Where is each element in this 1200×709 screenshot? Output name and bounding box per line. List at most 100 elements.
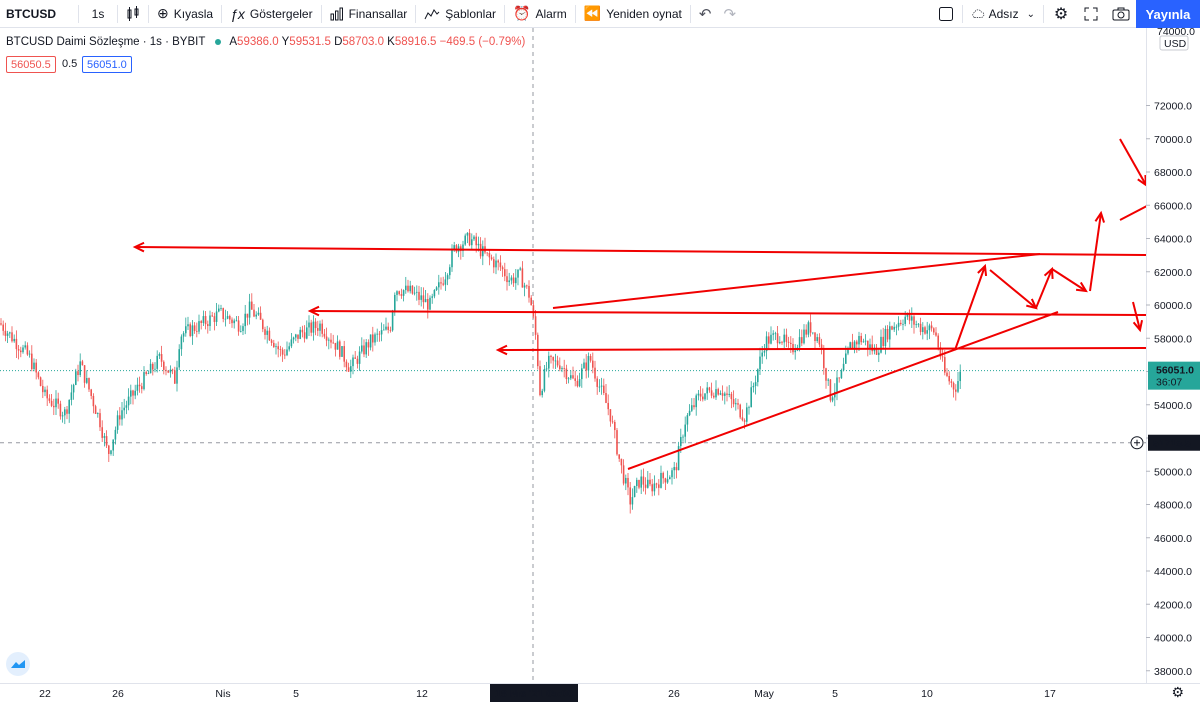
candle-body (136, 384, 139, 391)
candle (499, 255, 502, 272)
candle-body (565, 368, 568, 380)
candle-body (884, 328, 887, 346)
candle (127, 388, 130, 411)
replay-label: Yeniden oynat (606, 6, 682, 21)
candle-body (677, 446, 680, 471)
candle (820, 338, 823, 355)
price-axis[interactable]: 74000.0 72000.0 70000.0 68000.0 66000.0 64000… (1146, 28, 1200, 709)
candle-body (710, 390, 713, 396)
candle-body (427, 298, 429, 310)
settings-gear-icon[interactable]: ⚙ (1171, 684, 1184, 700)
legend-title[interactable]: BTCUSD Daimi Sözleşme · 1s · BYBIT (6, 36, 206, 48)
publish-button[interactable]: Yayınla (1136, 0, 1200, 28)
candle-body (814, 332, 816, 342)
settings-button[interactable]: ⚙ (1046, 0, 1076, 28)
candle-body (818, 337, 821, 345)
sell-button[interactable]: 56050.5 (6, 56, 56, 73)
candle (886, 325, 889, 343)
candle-body (268, 330, 271, 341)
alarm-button[interactable]: ⏰ Alarm (507, 0, 573, 28)
candle-body (248, 301, 251, 318)
candle (20, 346, 22, 358)
candle (204, 310, 207, 330)
resistance-arrow[interactable] (132, 241, 1147, 256)
candle-body (955, 389, 957, 392)
candle-body (849, 342, 851, 349)
price-chart[interactable]: 74000.0 72000.0 70000.0 68000.0 66000.0 64000… (0, 28, 1200, 709)
candle (922, 322, 924, 340)
candles[interactable] (0, 229, 961, 514)
candle-body (798, 337, 801, 348)
candle (501, 265, 504, 277)
candle (928, 323, 931, 340)
price-tick-label: 66000.0 (1154, 200, 1192, 212)
forecast-arrow-2[interactable] (989, 269, 1038, 310)
candle-body (605, 393, 607, 403)
fullscreen-button[interactable] (1076, 0, 1106, 28)
candle-body (378, 333, 381, 335)
candle-body (741, 417, 744, 421)
candle (930, 321, 933, 332)
candle-body (2, 324, 4, 331)
candle-body (871, 344, 873, 352)
candle (908, 309, 911, 325)
snapshot-button[interactable] (1106, 0, 1136, 28)
candle-body (825, 368, 827, 381)
fx-icon: ƒx (230, 5, 245, 22)
forecast-arrow-8[interactable] (1132, 301, 1144, 333)
time-axis[interactable]: 22 26 Nis 5 12 26 May 5 10 17 18 Nis '21 05:00 (0, 683, 1200, 709)
candle-body (761, 352, 763, 357)
candle (842, 357, 845, 372)
forecast-arrow-3[interactable] (1035, 266, 1054, 309)
candle (543, 364, 546, 393)
forecast-arrow-1-stroke (954, 265, 986, 351)
interval-button[interactable]: 1s (91, 6, 105, 21)
mid-level-arrow[interactable] (307, 305, 1147, 317)
forecast-arrow-4[interactable] (1051, 268, 1088, 293)
support-arrow[interactable] (495, 344, 1147, 356)
high-value: 59531.5 (289, 36, 331, 48)
upper-wedge-line[interactable] (552, 253, 1041, 309)
candle (464, 233, 466, 246)
candle-body (446, 275, 449, 280)
candle-body (842, 363, 845, 371)
chart-type-button[interactable] (120, 0, 146, 28)
buy-button[interactable]: 56051.0 (82, 56, 132, 73)
close-label: K (387, 36, 395, 48)
tradingview-logo[interactable] (6, 652, 30, 676)
candle-body (673, 467, 675, 471)
layout-name-button[interactable]: Adsız ⌄ (965, 0, 1041, 28)
currency-button[interactable]: USD (1159, 35, 1189, 51)
candle (732, 390, 735, 408)
candle (856, 339, 858, 353)
compare-button[interactable]: ⊕ Kıyasla (151, 0, 219, 28)
layout-icon (939, 7, 953, 21)
crosshair-plus-button[interactable] (1130, 436, 1144, 450)
price-tick-top: 74000.0 (1157, 28, 1195, 38)
candle (583, 358, 585, 369)
candle-body (127, 396, 130, 406)
redo-button[interactable]: ↷ (717, 0, 742, 28)
candle (101, 420, 103, 443)
lower-wedge-line[interactable] (627, 311, 1059, 470)
templates-button[interactable]: Şablonlar (418, 0, 502, 28)
lower-wedge-line-stroke (627, 311, 1059, 470)
layout-button[interactable] (932, 0, 960, 28)
candle (207, 320, 209, 334)
indicators-button[interactable]: ƒx Göstergeler (224, 0, 319, 28)
forecast-arrow-1[interactable] (954, 263, 988, 351)
candle-body (20, 350, 22, 353)
candle (825, 367, 827, 389)
forecast-arrow-5[interactable] (1089, 210, 1106, 292)
replay-button[interactable]: ⏪ Yeniden oynat (578, 0, 688, 28)
forecast-arrow-7[interactable] (1119, 138, 1148, 188)
financials-button[interactable]: Finansallar (324, 0, 414, 28)
candle (798, 329, 801, 352)
symbol-search[interactable]: BTCUSD (6, 6, 56, 21)
undo-button[interactable]: ↶ (693, 0, 718, 28)
candle-body (680, 437, 682, 447)
drawings[interactable] (132, 138, 1171, 470)
divider (221, 4, 223, 23)
candle (805, 324, 807, 338)
candle-body (53, 405, 55, 408)
